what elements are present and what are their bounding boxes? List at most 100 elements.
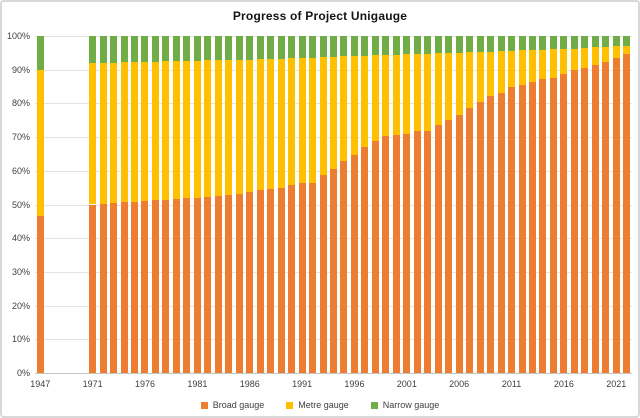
y-tick-label: 30% [11,266,30,277]
bar-1992-broad-gauge [309,182,317,373]
bar-2019-metre-gauge [591,47,599,65]
bar-1999-narrow-gauge [382,36,390,55]
bar-2022-narrow-gauge [623,36,631,47]
bar-1974-narrow-gauge [120,36,128,63]
bar-1990-narrow-gauge [288,36,296,58]
bar-1975-narrow-gauge [131,36,138,63]
bar-1988-narrow-gauge [267,36,275,59]
bar-1984-metre-gauge [225,59,233,195]
bar-1989-narrow-gauge [277,36,285,59]
bar-2004-broad-gauge [434,124,442,373]
bar-1975-metre-gauge [131,62,138,202]
bar-1993-broad-gauge [319,174,327,373]
bar-2003-narrow-gauge [424,36,432,54]
bar-1993-narrow-gauge [319,36,327,58]
bar-2021-metre-gauge [612,46,620,59]
bar-1983-metre-gauge [214,60,222,196]
bar-2013-narrow-gauge [529,36,536,51]
x-tick-label: 2011 [501,379,522,389]
bar-1977-metre-gauge [151,61,159,201]
bar-1978-narrow-gauge [162,36,170,62]
bar-1992-metre-gauge [309,57,317,183]
bar-2007-broad-gauge [466,107,474,373]
x-tick-label: 1947 [30,379,51,389]
bar-1988-metre-gauge [267,58,275,189]
x-tick-label: 2001 [396,379,417,389]
bar-2003-broad-gauge [424,130,432,373]
bar-1985-broad-gauge [235,193,243,373]
bar-1980-broad-gauge [183,198,191,373]
bar-1987-metre-gauge [256,59,264,190]
x-tick-label: 1996 [344,379,365,389]
x-tick-label: 2021 [606,379,627,389]
bar-1984-broad-gauge [225,194,233,373]
bar-2010-metre-gauge [497,51,505,93]
bar-1978-metre-gauge [162,61,170,200]
bar-1947-metre-gauge [36,69,44,217]
bar-2008-broad-gauge [476,102,484,373]
bar-2005-metre-gauge [445,52,453,120]
legend-swatch [286,401,294,409]
bar-1947-narrow-gauge [36,36,44,70]
bar-2002-broad-gauge [413,131,421,373]
bar-2011-metre-gauge [508,50,516,88]
x-tick-label: 1971 [82,379,103,389]
bar-2017-narrow-gauge [570,36,578,49]
bar-2001-broad-gauge [403,134,411,373]
bar-2003-metre-gauge [424,53,432,131]
bar-1982-metre-gauge [204,60,212,197]
bar-2002-metre-gauge [413,53,421,132]
bar-2020-narrow-gauge [602,36,610,47]
bar-2008-narrow-gauge [476,36,484,52]
legend-item-broad-gauge: Broad gauge [200,400,265,410]
x-tick-label: 1976 [134,379,155,389]
bar-1999-broad-gauge [382,136,390,373]
legend-label: Broad gauge [212,400,265,410]
bar-1982-broad-gauge [204,196,212,373]
bar-1986-broad-gauge [246,191,254,373]
y-tick-label: 100% [6,31,30,41]
legend: Broad gauge Metre gauge Narrow gauge [2,397,638,413]
y-tick-label: 0% [16,368,30,378]
bar-1997-narrow-gauge [361,36,369,56]
bar-1992-narrow-gauge [309,36,317,58]
bar-1999-metre-gauge [382,54,390,137]
bar-2018-broad-gauge [581,67,589,373]
bar-1996-metre-gauge [350,55,358,155]
bar-2004-metre-gauge [434,53,442,125]
bar-2011-broad-gauge [508,87,516,373]
x-tick-label: 1986 [239,379,260,389]
bar-2002-narrow-gauge [413,36,421,54]
bar-2000-metre-gauge [392,54,400,136]
bar-2000-broad-gauge [392,135,400,373]
bar-2016-narrow-gauge [560,36,568,50]
bar-1972-metre-gauge [99,62,107,204]
bar-1996-broad-gauge [350,154,358,373]
bar-1995-narrow-gauge [340,36,348,57]
bar-1994-narrow-gauge [330,36,337,57]
bar-1989-metre-gauge [277,58,285,188]
bar-2014-narrow-gauge [539,36,547,50]
bar-1998-broad-gauge [371,141,379,373]
bar-1974-broad-gauge [120,202,128,373]
bar-2022-broad-gauge [623,53,631,373]
bar-1947-broad-gauge [36,216,44,373]
bar-2012-broad-gauge [518,85,526,373]
bar-1980-narrow-gauge [183,36,191,61]
bar-2006-broad-gauge [455,114,463,373]
bar-2013-metre-gauge [529,50,536,83]
bar-2000-narrow-gauge [392,36,400,55]
bar-2020-metre-gauge [602,46,610,62]
bar-1973-narrow-gauge [110,36,118,63]
bar-2012-metre-gauge [518,50,526,86]
bar-1978-broad-gauge [162,199,170,373]
bar-1985-metre-gauge [235,59,243,194]
bar-1995-metre-gauge [340,56,348,161]
legend-item-narrow-gauge: Narrow gauge [370,400,439,410]
bar-2005-broad-gauge [445,119,453,373]
bar-1987-narrow-gauge [256,36,264,60]
bar-1996-narrow-gauge [350,36,358,56]
y-tick-label: 60% [11,165,30,176]
bar-1973-broad-gauge [110,203,118,373]
